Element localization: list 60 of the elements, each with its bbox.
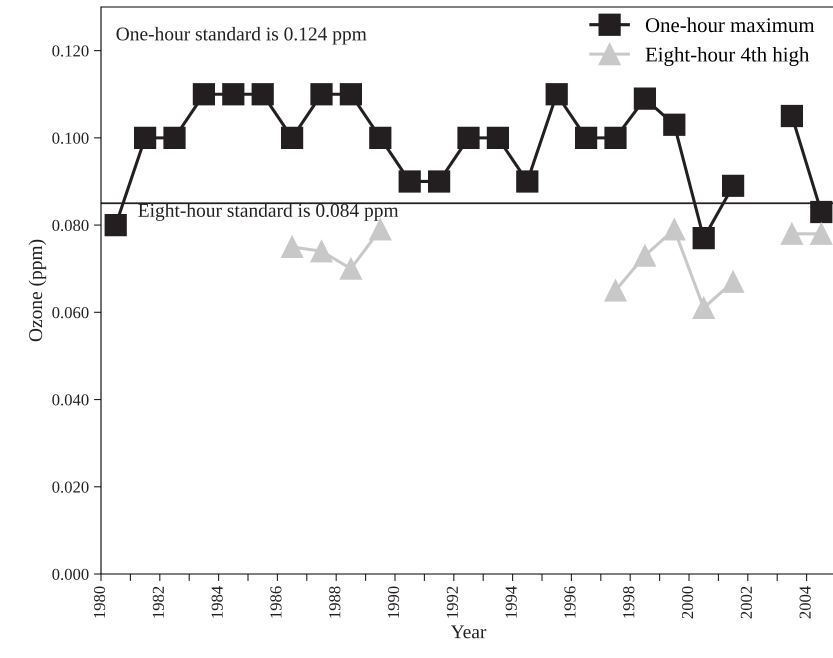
x-tick-label: 1986	[270, 586, 282, 618]
point	[546, 83, 568, 106]
point	[428, 170, 450, 193]
y-tick-label: 0.060	[52, 307, 89, 318]
point	[398, 170, 421, 193]
y-tick-label: 0.120	[52, 45, 89, 57]
point	[486, 126, 510, 149]
x-tick-label: 1992	[446, 586, 458, 618]
x-tick-label: 1998	[623, 586, 634, 618]
x-tick-label: 2000	[682, 586, 694, 618]
point	[722, 270, 744, 293]
point	[310, 83, 333, 106]
point	[457, 126, 480, 149]
ref-line-label: Eight-hour standard is 0.084 ppm	[138, 203, 398, 221]
y-tick-label: 0.000	[52, 568, 89, 580]
point	[516, 170, 538, 193]
point	[634, 87, 656, 110]
y-tick-label: 0.100	[52, 132, 89, 144]
point	[310, 240, 333, 262]
x-tick-label: 1996	[564, 586, 576, 618]
point	[634, 244, 656, 267]
point	[252, 83, 274, 106]
x-tick-label: 2002	[740, 586, 752, 618]
point	[280, 236, 304, 258]
point	[163, 126, 186, 149]
x-tick-label: 1990	[388, 586, 400, 618]
point	[663, 218, 686, 241]
point	[104, 214, 127, 236]
point	[810, 222, 832, 245]
point	[810, 200, 832, 224]
point	[192, 83, 216, 106]
point	[692, 227, 715, 250]
point	[722, 174, 744, 197]
point	[340, 83, 362, 106]
x-tick-label: 1988	[329, 586, 340, 618]
point	[663, 114, 686, 136]
point	[222, 83, 244, 106]
y-tick-label: 0.080	[52, 220, 89, 232]
y-tick-label: 0.040	[52, 394, 89, 406]
point	[134, 126, 156, 149]
point	[280, 126, 304, 149]
point	[780, 222, 804, 245]
x-tick-label: 1994	[506, 586, 517, 618]
legend-label: One-hour maximum	[646, 18, 814, 32]
point	[604, 126, 627, 149]
point	[604, 279, 627, 302]
y-tick-label: 0.020	[52, 481, 89, 493]
x-tick-label: 2004	[800, 586, 811, 618]
legend-label: Eight-hour 4th high	[646, 46, 810, 66]
point	[369, 126, 392, 149]
point	[340, 258, 362, 280]
point	[780, 104, 804, 128]
x-tick-label: 1982	[152, 586, 164, 618]
y-axis-title: Ozone (ppm)	[28, 240, 46, 342]
x-axis-title: Year	[450, 625, 486, 638]
x-tick-label: 1984	[212, 586, 223, 618]
annotation: One-hour standard is 0.124 ppm	[116, 26, 367, 44]
point	[692, 296, 715, 320]
point	[574, 126, 598, 149]
x-tick-label: 1980	[94, 586, 106, 618]
